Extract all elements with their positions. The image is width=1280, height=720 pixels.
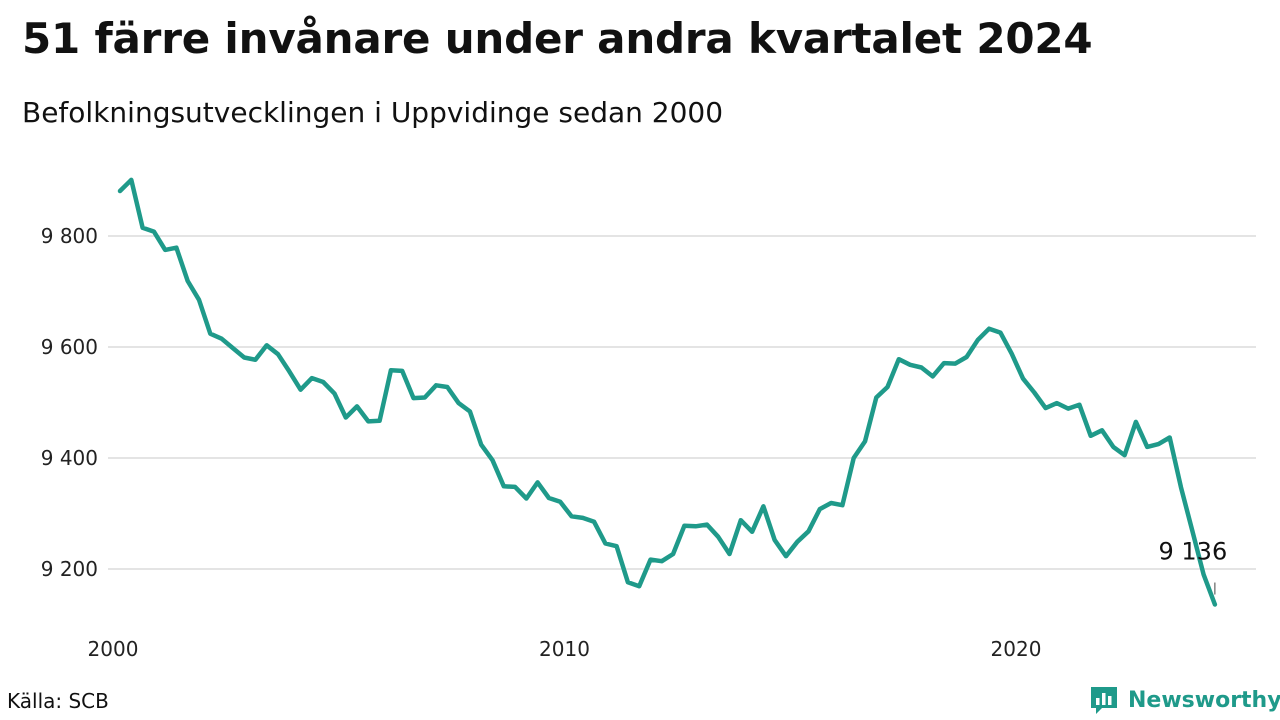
- end-value-label: 9 136: [1159, 538, 1228, 566]
- series-layer: [117, 177, 1218, 607]
- brand-name: Newsworthy: [1128, 687, 1280, 713]
- y-tick-label: 9 600: [41, 335, 98, 359]
- source-note: Källa: SCB: [7, 689, 109, 713]
- x-tick-label: 2000: [88, 637, 139, 661]
- x-tick-label: 2020: [991, 637, 1042, 661]
- end-label-layer: 9 136: [1159, 538, 1228, 595]
- y-tick-label: 9 400: [41, 446, 98, 470]
- series-line: [117, 177, 1218, 607]
- gridlines: [108, 235, 1256, 570]
- brand-logo: Newsworthy: [1088, 684, 1280, 716]
- x-axis-ticks: 2000 2010 2020: [88, 637, 1042, 661]
- y-tick-label: 9 800: [41, 224, 98, 248]
- x-tick-label: 2010: [539, 637, 590, 661]
- y-tick-label: 9 200: [41, 557, 98, 581]
- bar-chart-speech-bubble-icon: [1091, 687, 1117, 714]
- y-axis-ticks: 9 200 9 400 9 600 9 800: [41, 224, 98, 581]
- chart-subtitle: Befolkningsutvecklingen i Uppvidinge sed…: [22, 96, 724, 129]
- chart-title: 51 färre invånare under andra kvartalet …: [22, 14, 1093, 63]
